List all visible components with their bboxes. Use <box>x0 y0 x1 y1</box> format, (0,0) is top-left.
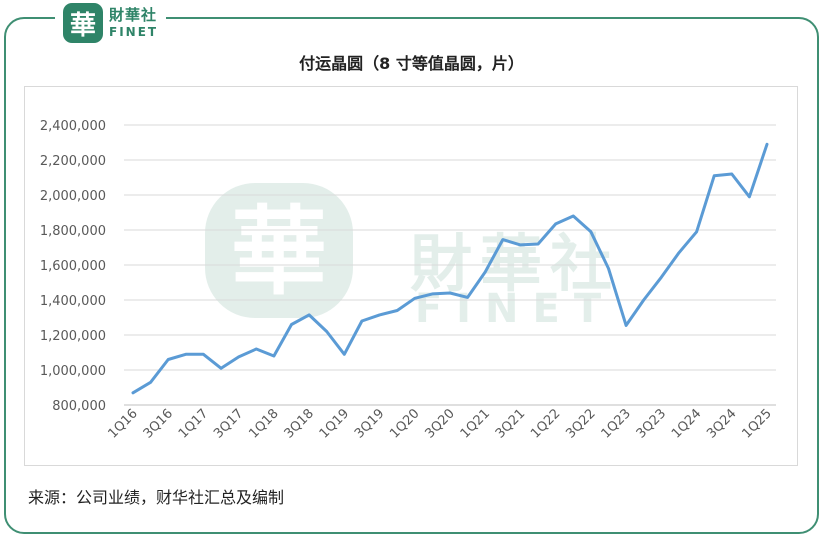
brand-name-cn: 財華社 <box>109 6 158 24</box>
brand-logo: 華 財華社 FINET <box>55 0 167 46</box>
y-axis: 800,000 1,000,000 1,200,000 1,400,000 1,600,… <box>40 119 106 414</box>
x-tick-label: 3Q23 <box>634 406 669 441</box>
y-tick-label: 2,400,000 <box>40 119 106 134</box>
data-point <box>624 324 628 327</box>
y-tick-label: 2,000,000 <box>40 189 106 204</box>
plot-area <box>24 86 798 466</box>
chart-title: 付运晶圆（8 寸等值晶圆，片） <box>299 54 524 73</box>
brand-name-en: FINET <box>109 25 159 39</box>
y-tick-label: 1,200,000 <box>40 329 106 344</box>
data-point <box>431 292 434 296</box>
y-tick-label: 800,000 <box>52 399 106 414</box>
data-point <box>730 172 733 176</box>
data-point <box>572 214 575 218</box>
data-point <box>343 353 346 356</box>
data-point <box>642 298 645 302</box>
gridlines <box>124 124 776 406</box>
brand-seal-icon: 華 <box>63 3 103 43</box>
brand-text: 財華社 FINET <box>109 6 159 39</box>
x-tick-label: 3Q17 <box>211 406 246 441</box>
x-tick-label: 1Q21 <box>458 406 493 441</box>
data-point <box>184 353 188 356</box>
data-point <box>272 354 276 358</box>
y-tick-label: 2,200,000 <box>40 154 106 169</box>
y-tick-label: 1,600,000 <box>40 259 106 274</box>
data-point <box>325 330 328 333</box>
x-tick-label: 1Q18 <box>246 406 281 441</box>
data-point <box>484 270 487 274</box>
data-point <box>307 313 311 317</box>
data-point <box>660 276 663 279</box>
data-point <box>290 323 293 326</box>
data-point <box>237 355 240 359</box>
data-point <box>536 242 540 246</box>
data-point <box>131 391 135 394</box>
data-point <box>607 267 610 270</box>
x-tick-label: 1Q25 <box>739 406 774 441</box>
data-point <box>360 319 364 323</box>
x-tick-label: 1Q19 <box>317 406 352 441</box>
x-tick-label: 1Q16 <box>105 406 140 441</box>
data-point <box>149 381 152 384</box>
series-line <box>131 142 769 395</box>
x-axis: 1Q16 3Q16 1Q17 3Q17 1Q18 3Q18 1Q19 3Q19 1Q20 3Q20… <box>105 406 774 441</box>
x-tick-label: 3Q22 <box>563 406 598 441</box>
data-point <box>589 230 593 233</box>
data-point <box>748 195 751 198</box>
x-tick-label: 1Q24 <box>669 406 704 441</box>
data-point <box>466 296 469 299</box>
x-tick-label: 3Q20 <box>422 406 457 441</box>
data-point <box>219 367 223 370</box>
y-tick-label: 1,800,000 <box>40 224 106 239</box>
data-point <box>712 174 716 177</box>
x-tick-label: 1Q23 <box>599 406 634 441</box>
x-tick-label: 1Q17 <box>176 406 211 441</box>
data-point <box>167 358 170 361</box>
data-point <box>677 251 681 254</box>
chart-frame <box>4 17 819 534</box>
x-tick-label: 3Q16 <box>141 406 176 441</box>
source-note: 来源：公司业绩，财华社汇总及编制 <box>28 488 285 507</box>
data-point <box>395 309 399 312</box>
data-point <box>695 230 698 233</box>
data-point <box>202 353 205 356</box>
x-tick-label: 3Q19 <box>352 406 387 441</box>
x-tick-label: 1Q20 <box>387 406 422 441</box>
data-point <box>501 238 505 241</box>
data-point <box>255 347 258 351</box>
x-tick-label: 3Q18 <box>282 406 317 441</box>
x-tick-label: 1Q22 <box>528 406 563 441</box>
y-tick-label: 1,000,000 <box>40 364 106 379</box>
data-point <box>519 243 522 247</box>
series-shipments <box>131 142 769 395</box>
data-point <box>765 143 769 146</box>
x-tick-label: 3Q21 <box>493 406 528 441</box>
data-point <box>413 297 416 300</box>
data-point <box>378 313 381 317</box>
data-point <box>554 222 557 226</box>
x-tick-label: 3Q24 <box>704 406 739 441</box>
data-point <box>448 291 452 295</box>
y-tick-label: 1,400,000 <box>40 294 106 309</box>
